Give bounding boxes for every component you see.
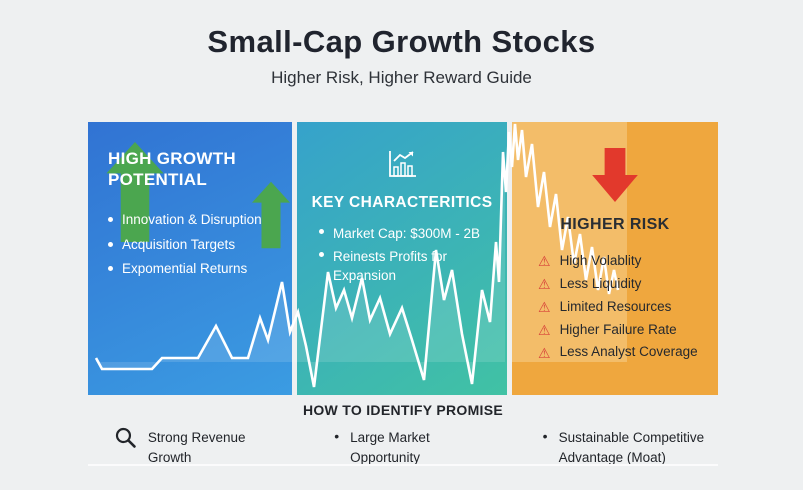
characteristics-list: Market Cap: $300M - 2B Reinests Profits …: [319, 224, 483, 289]
magnifying-glass-icon: [115, 427, 136, 448]
footer-heading: HOW TO IDENTIFY PROMISE: [302, 402, 504, 418]
header: Small-Cap Growth Stocks Higher Risk, Hig…: [0, 24, 803, 88]
bullet-dot-icon: [108, 217, 113, 222]
list-item: Expomential Returns: [108, 261, 262, 277]
risk-list: ⚠ High Volablity ⚠ Less Liquidity ⚠ Limited…: [538, 253, 698, 368]
warning-triangle-icon: ⚠: [538, 344, 551, 361]
footer-divider: [88, 464, 718, 466]
list-item: ⚠ Higher Failure Rate: [538, 321, 677, 338]
warning-triangle-icon: ⚠: [538, 321, 551, 338]
list-item: ⚠ Limited Resources: [538, 298, 672, 316]
bar-chart-trend-icon: [389, 151, 416, 177]
list-item: ⚠ Less Analyst Coverage: [538, 344, 698, 361]
panel-higher-risk: HIGHER RISK ⚠ High Volablity ⚠ Less Liquid…: [512, 122, 718, 395]
list-item: Market Cap: $300M - 2B: [319, 224, 483, 244]
risk-heading: HIGHER RISK: [560, 216, 670, 233]
bullet-dot-icon: [108, 241, 113, 247]
bullet-dot-icon: [319, 251, 324, 257]
bullet-dot-icon: [319, 229, 324, 234]
panel-high-growth-potential: HIGH GROWTH POTENTIAL Innovation & Disru…: [88, 122, 292, 395]
growth-heading: HIGH GROWTH POTENTIAL: [108, 149, 236, 190]
down-arrow-icon: [592, 148, 638, 202]
bullet-icon: •: [334, 428, 340, 444]
warning-triangle-icon: ⚠: [538, 299, 551, 316]
warning-triangle-icon: ⚠: [538, 276, 551, 293]
footer-item-moat: • Sustainable Competitive Advantage (Moa…: [542, 428, 705, 465]
page-subtitle: Higher Risk, Higher Reward Guide: [271, 68, 532, 87]
bullet-dot-icon: [108, 266, 113, 272]
footer-row: Strong Revenue Growth • Large Market Opp…: [88, 427, 718, 467]
characteristics-heading: KEY CHARACTERITICS: [311, 194, 493, 211]
warning-triangle-icon: ⚠: [538, 253, 551, 270]
footer-item-revenue: Strong Revenue Growth: [114, 427, 292, 467]
page-title: Small-Cap Growth Stocks: [207, 24, 596, 59]
list-item: Innovation & Disruption: [108, 212, 262, 228]
footer-item-market: • Large Market Opportunity: [334, 428, 430, 465]
list-item: ⚠ High Volablity: [538, 253, 642, 270]
list-item: Acquisition Targets: [108, 237, 262, 253]
panel-key-characteristics: KEY CHARACTERITICS Market Cap: $300M - 2…: [297, 122, 507, 395]
bullet-icon: •: [542, 428, 548, 444]
panels-row: HIGH GROWTH POTENTIAL Innovation & Disru…: [88, 122, 718, 395]
list-item: Reinests Profits for Expansion: [319, 247, 483, 286]
growth-list: Innovation & Disruption Acquisition Targ…: [108, 212, 262, 286]
list-item: ⚠ Less Liquidity: [538, 275, 642, 293]
